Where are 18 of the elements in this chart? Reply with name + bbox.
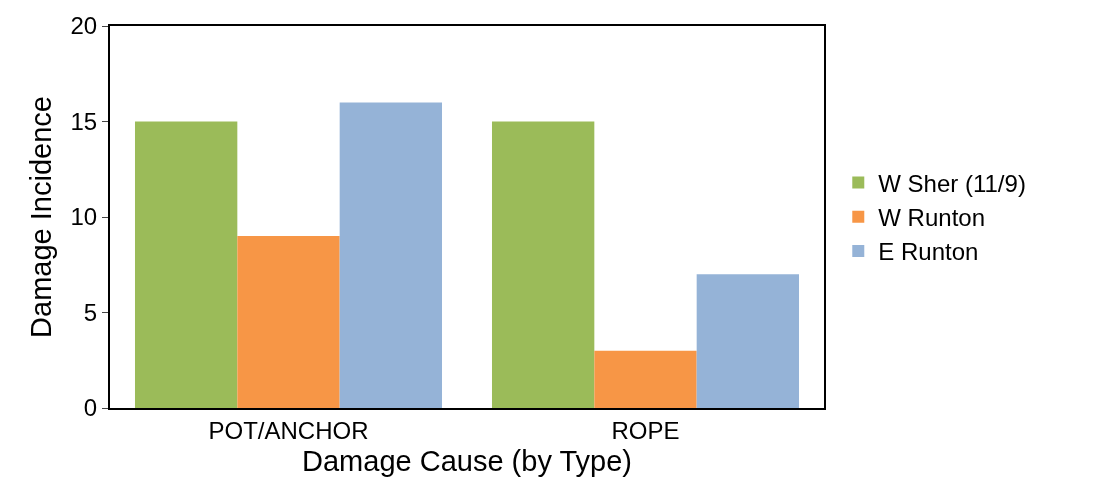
bar xyxy=(237,236,340,408)
bar xyxy=(594,350,697,408)
y-tick-label: 20 xyxy=(70,12,98,40)
legend-label: E Runton xyxy=(878,238,979,266)
y-axis-title: Damage Incidence xyxy=(25,96,58,338)
bar xyxy=(339,102,443,408)
legend-label: W Sher (11/9) xyxy=(878,169,1026,197)
x-tick-label: ROPE xyxy=(611,416,680,444)
y-tick-label: 15 xyxy=(70,107,98,135)
x-tick-label: POT/ANCHOR xyxy=(208,416,369,444)
y-tick-label: 5 xyxy=(83,298,98,326)
bar xyxy=(696,274,800,408)
legend-label: W Runton xyxy=(878,204,985,232)
y-tick-label: 0 xyxy=(83,394,98,422)
bar xyxy=(491,121,595,408)
bar xyxy=(134,121,238,408)
x-axis-title: Damage Cause (by Type) xyxy=(302,445,632,478)
y-tick-label: 10 xyxy=(70,203,98,231)
